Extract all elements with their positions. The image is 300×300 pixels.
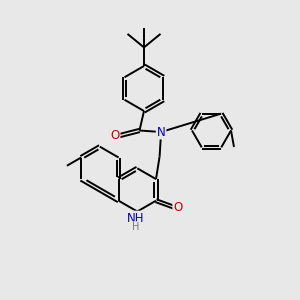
Text: N: N bbox=[157, 125, 166, 139]
Text: H: H bbox=[132, 222, 140, 232]
Text: O: O bbox=[110, 129, 119, 142]
Text: O: O bbox=[173, 201, 182, 214]
Text: NH: NH bbox=[127, 212, 145, 225]
